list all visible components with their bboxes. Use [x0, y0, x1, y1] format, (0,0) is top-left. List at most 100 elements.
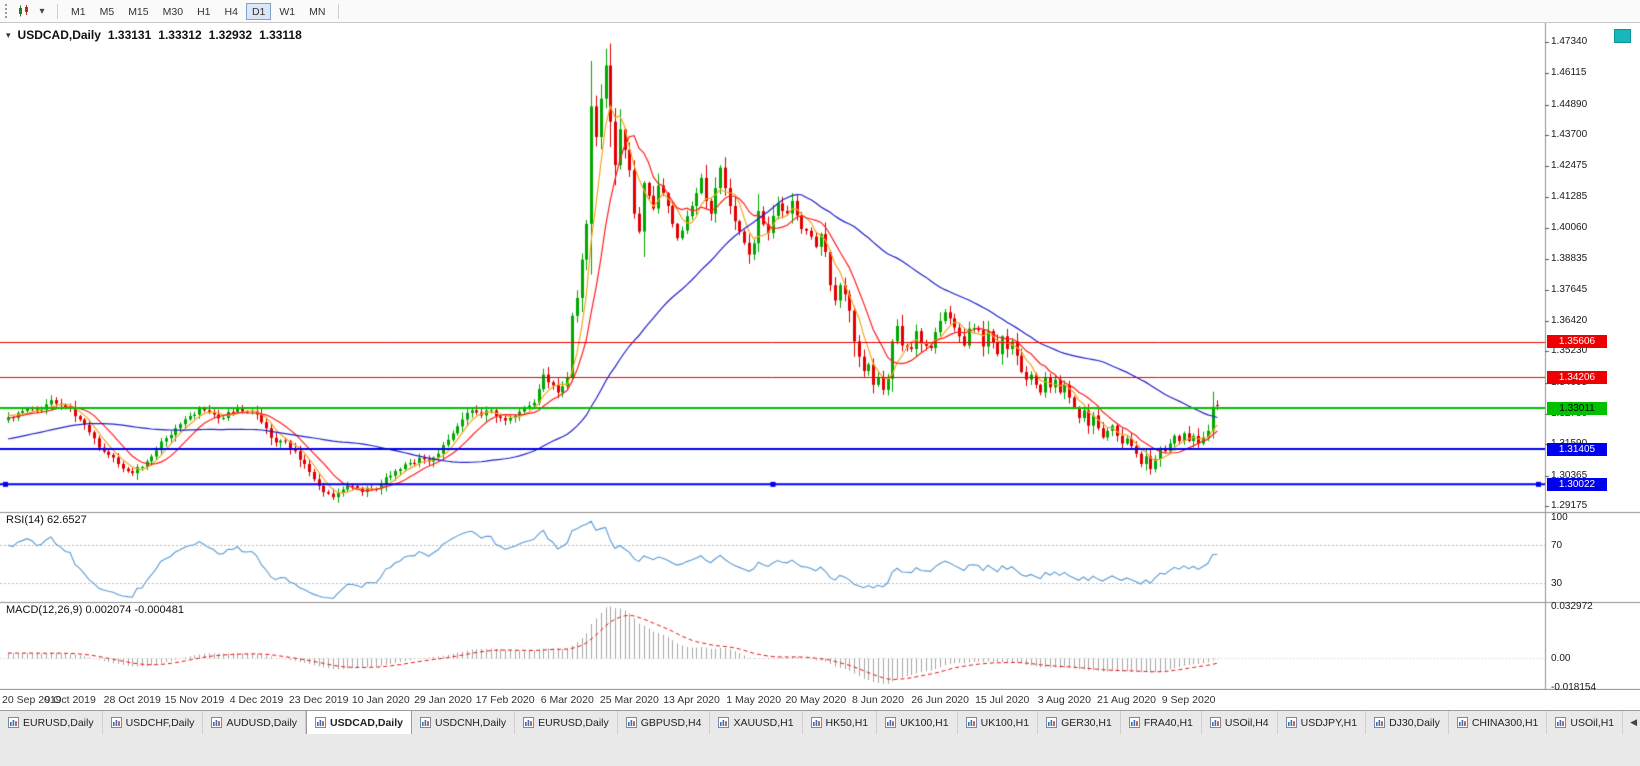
chart-area[interactable]: ▾ USDCAD,Daily 1.33131 1.33312 1.32932 1…	[0, 23, 1640, 710]
tab-scroll-left-button[interactable]: ◀	[1630, 717, 1637, 727]
time-axis-label: 8 Jun 2020	[851, 694, 904, 706]
rsi-label: RSI(14) 62.6527	[6, 514, 87, 526]
chart-tab-uk100-h1[interactable]: UK100,H1	[958, 711, 1039, 734]
time-axis-label: 28 Oct 2019	[103, 694, 161, 706]
macd-axis-tick: -0.018154	[1551, 681, 1597, 693]
timeframe-button-m5[interactable]: M5	[99, 5, 115, 18]
rsi-axis-tick: 100	[1551, 511, 1568, 523]
timeframe-group: M1 M5 M15 M30 H1 H4 D1 W1 MN	[64, 2, 332, 20]
timeframe-button-d1[interactable]: D1	[245, 2, 272, 20]
chart-tab-label: USDJPY,H1	[1300, 716, 1358, 729]
price-level-tag: 1.34206	[1547, 370, 1607, 384]
mini-chart-icon	[625, 717, 637, 728]
chart-title: ▾ USDCAD,Daily 1.33131 1.33312 1.32932 1…	[6, 28, 302, 42]
chart-tab-eurusd-daily[interactable]: EURUSD,Daily	[0, 711, 103, 734]
timeframe-button-h1[interactable]: H1	[197, 5, 211, 18]
chart-tab-label: GER30,H1	[1061, 716, 1112, 729]
chart-tab-usoil-h4[interactable]: USOil,H4	[1202, 711, 1278, 734]
time-axis-label: 1 May 2020	[726, 694, 782, 706]
time-axis-label: 3 Aug 2020	[1037, 694, 1091, 706]
chart-tab-label: EURUSD,Daily	[538, 716, 609, 729]
mini-chart-icon	[1128, 717, 1140, 728]
chart-tabs: EURUSD,Daily USDCHF,Daily AUDUSD,Daily USDC…	[0, 711, 1640, 734]
candlestick-chart-icon[interactable]	[15, 2, 33, 20]
chart-close-value: 1.33118	[259, 28, 302, 42]
price-axis-tick: 1.29175	[1551, 500, 1588, 511]
price-axis-tick: 1.36420	[1551, 314, 1588, 326]
timeframe-button-m15[interactable]: M15	[128, 5, 149, 18]
chart-tab-china300-h1[interactable]: CHINA300,H1	[1449, 711, 1548, 734]
time-axis-label: 9 Oct 2019	[44, 694, 96, 706]
one-click-trading-arrow-icon[interactable]: ▾	[6, 29, 11, 40]
chart-tab-label: DJ30,Daily	[1389, 716, 1440, 729]
chart-tab-label: EURUSD,Daily	[23, 716, 94, 729]
chart-low-value: 1.32932	[208, 28, 253, 42]
time-axis-label: 20 May 2020	[785, 694, 847, 706]
scale-marker	[1614, 29, 1631, 43]
chart-high-value: 1.33312	[158, 28, 202, 42]
mini-chart-icon	[110, 717, 122, 728]
time-axis-label: 15 Jul 2020	[975, 694, 1030, 706]
time-axis-label: 6 Mar 2020	[540, 694, 594, 706]
time-axis-label: 20 Sep 2019	[2, 694, 62, 706]
chart-tab-label: CHINA300,H1	[1471, 716, 1539, 729]
chart-tab-label: XAUUSD,H1	[733, 716, 794, 729]
chart-tab-eurusd-daily[interactable]: EURUSD,Daily	[515, 711, 618, 734]
chart-tab-label: AUDUSD,Daily	[226, 716, 298, 729]
timeframe-button-m1[interactable]: M1	[71, 5, 86, 18]
timeframe-button-m30[interactable]: M30	[162, 5, 184, 18]
price-axis-tick: 1.46115	[1551, 67, 1587, 79]
chart-tab-label: USOil,H1	[1570, 716, 1615, 729]
mini-chart-icon	[1285, 717, 1297, 728]
chart-tab-usdjpy-h1[interactable]: USDJPY,H1	[1278, 711, 1367, 734]
chart-tab-audusd-daily[interactable]: AUDUSD,Daily	[203, 711, 307, 734]
chart-tab-fra40-h1[interactable]: FRA40,H1	[1121, 711, 1202, 734]
chart-tab-label: USDCHF,Daily	[125, 716, 195, 729]
timeframe-button-w1[interactable]: W1	[279, 5, 296, 18]
time-axis-label: 4 Dec 2019	[229, 694, 284, 706]
mini-chart-icon	[419, 717, 431, 728]
toolbar: ▾ M1 M5 M15 M30 H1 H4 D1 W1 MN	[0, 0, 1640, 23]
chart-tab-usdcnh-daily[interactable]: USDCNH,Daily	[412, 711, 516, 734]
chart-tab-xauusd-h1[interactable]: XAUUSD,H1	[710, 711, 803, 734]
chart-tab-label: FRA40,H1	[1143, 716, 1193, 729]
rsi-axis-tick: 30	[1551, 578, 1563, 589]
time-axis-label: 13 Apr 2020	[663, 694, 720, 706]
mini-chart-icon	[1209, 717, 1221, 728]
chart-tab-gbpusd-h4[interactable]: GBPUSD,H4	[618, 711, 711, 734]
mini-chart-icon	[810, 717, 822, 728]
price-scale[interactable]: 1.47340 1.46115 1.44890 1.43700 1.42475 1.412…	[1546, 23, 1640, 693]
chart-tab-hk50-h1[interactable]: HK50,H1	[803, 711, 878, 734]
toolbar-grip[interactable]	[5, 4, 10, 18]
macd-label: MACD(12,26,9) 0.002074 -0.000481	[6, 604, 184, 616]
timeframe-button-mn[interactable]: MN	[309, 5, 326, 18]
time-axis-label: 25 Mar 2020	[599, 694, 659, 706]
macd-axis-tick: 0.00	[1551, 653, 1571, 664]
mini-chart-icon	[523, 717, 535, 728]
price-axis-tick: 1.41285	[1551, 190, 1588, 202]
time-axis-label: 23 Dec 2019	[288, 694, 349, 706]
chevron-down-icon[interactable]: ▾	[39, 5, 45, 17]
price-level-tag: 1.31405	[1547, 442, 1607, 456]
price-axis-tick: 1.37645	[1551, 283, 1588, 295]
chart-tab-ger30-h1[interactable]: GER30,H1	[1038, 711, 1121, 734]
chart-tab-usdcad-daily[interactable]: USDCAD,Daily	[306, 711, 412, 734]
mini-chart-icon	[8, 717, 19, 728]
time-axis-label: 26 Jun 2020	[911, 694, 969, 706]
mini-chart-icon	[885, 717, 897, 728]
chart-tab-label: USOil,H4	[1224, 716, 1269, 729]
time-scale[interactable]: 20 Sep 2019 9 Oct 2019 28 Oct 2019 15 Nov 2…	[0, 690, 1545, 710]
chart-tab-label: HK50,H1	[825, 716, 869, 729]
chart-canvas[interactable]	[0, 23, 1640, 690]
toolbar-separator	[57, 3, 58, 19]
chart-tab-uk100-h1[interactable]: UK100,H1	[877, 711, 958, 734]
chart-tab-usoil-h1[interactable]: USOil,H1	[1547, 711, 1624, 734]
chart-tab-usdchf-daily[interactable]: USDCHF,Daily	[103, 711, 204, 734]
timeframe-button-h4[interactable]: H4	[224, 5, 238, 18]
chart-tab-label: UK100,H1	[980, 716, 1030, 729]
time-axis-label: 17 Feb 2020	[475, 694, 535, 706]
chart-symbol-period: USDCAD,Daily	[17, 28, 101, 42]
chart-open-value: 1.33131	[107, 28, 152, 42]
chart-tab-dj30-daily[interactable]: DJ30,Daily	[1366, 711, 1449, 734]
